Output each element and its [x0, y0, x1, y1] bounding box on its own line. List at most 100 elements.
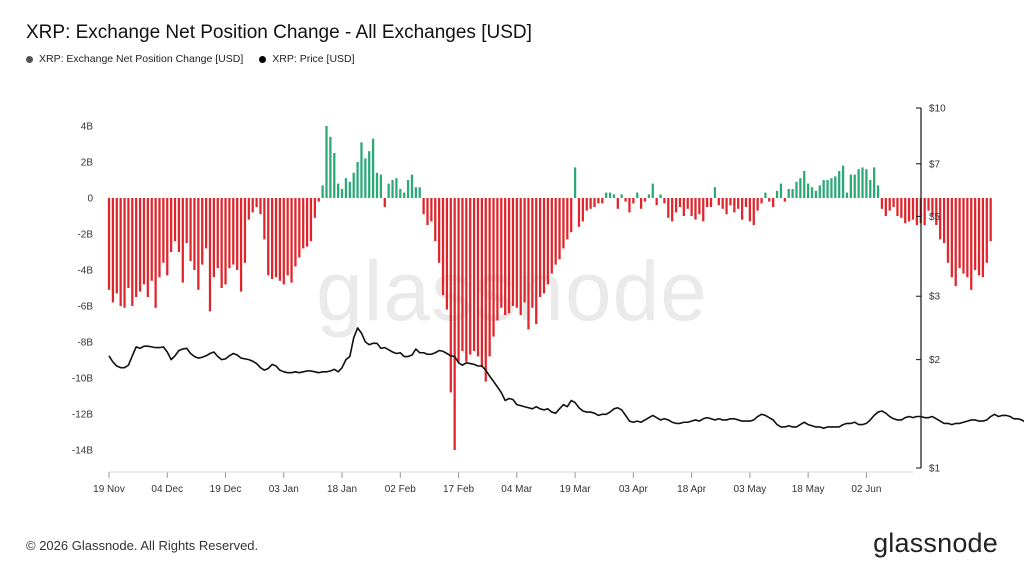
bar-171 — [772, 198, 775, 207]
legend-item-net-position[interactable]: XRP: Exchange Net Position Change [USD] — [26, 53, 243, 65]
bar-213 — [935, 198, 938, 225]
bar-33 — [236, 198, 239, 270]
bar-150 — [690, 198, 693, 216]
bar-138 — [643, 198, 647, 202]
right-tick-label: $3 — [929, 292, 941, 303]
glassnode-logo[interactable]: glassnode — [873, 528, 998, 558]
bar-155 — [709, 198, 713, 207]
bar-172 — [775, 190, 779, 198]
bar-144 — [667, 198, 670, 218]
bar-88 — [449, 198, 452, 393]
bar-135 — [632, 198, 635, 204]
bar-109 — [531, 198, 534, 308]
bar-167 — [756, 198, 759, 211]
legend-dot-price — [259, 55, 267, 63]
bar-16 — [170, 198, 173, 252]
bar-59 — [337, 183, 340, 198]
bar-220 — [962, 198, 965, 274]
bar-95 — [476, 198, 480, 357]
bar-198 — [876, 185, 880, 198]
bar-20 — [185, 198, 188, 243]
bar-203 — [896, 198, 899, 216]
bar-214 — [939, 198, 942, 240]
bar-86 — [441, 198, 445, 296]
bar-2 — [115, 198, 118, 294]
bar-42 — [271, 198, 274, 279]
legend-item-price[interactable]: XRP: Price [USD] — [259, 53, 355, 65]
left-tick-label: -8B — [77, 338, 93, 349]
bar-178 — [799, 178, 802, 198]
bar-227 — [989, 198, 992, 242]
bar-186 — [830, 178, 833, 198]
bar-69 — [375, 172, 379, 198]
bar-62 — [348, 181, 351, 198]
bar-205 — [904, 198, 907, 224]
bar-27 — [212, 198, 215, 278]
bar-141 — [655, 198, 658, 206]
bar-41 — [267, 198, 270, 276]
bar-79 — [414, 187, 417, 198]
bar-120 — [573, 167, 577, 198]
bar-208 — [915, 198, 919, 225]
bar-126 — [597, 198, 600, 204]
bar-216 — [946, 198, 950, 263]
bar-61 — [344, 178, 348, 198]
x-tick-label: 19 Mar — [560, 484, 592, 495]
bar-100 — [496, 198, 499, 321]
left-axis: 4B 2B 0 -2B -4B -6B -8B -10B -12B -14B — [72, 122, 94, 457]
bar-221 — [966, 198, 969, 278]
bar-217 — [950, 198, 953, 278]
bar-7 — [135, 198, 138, 297]
x-tick-label: 04 Dec — [151, 484, 183, 495]
bar-168 — [760, 198, 763, 204]
bar-215 — [942, 198, 946, 243]
bar-195 — [865, 169, 868, 198]
bar-108 — [527, 198, 530, 330]
bar-182 — [814, 190, 818, 198]
bar-116 — [558, 198, 561, 260]
bar-38 — [255, 198, 258, 207]
chart-title: XRP: Exchange Net Position Change - All … — [26, 22, 532, 43]
bar-50 — [302, 198, 305, 249]
bar-151 — [694, 198, 697, 220]
bar-89 — [453, 198, 456, 450]
bar-190 — [845, 192, 849, 198]
bar-47 — [290, 198, 293, 283]
x-tick-label: 02 Feb — [385, 484, 417, 495]
bar-22 — [193, 198, 196, 270]
bar-18 — [177, 198, 181, 252]
legend-label-net-position: XRP: Exchange Net Position Change [USD] — [39, 53, 244, 65]
bar-71 — [383, 198, 386, 207]
bar-160 — [729, 198, 732, 206]
legend-dot-net-position — [26, 55, 33, 63]
bar-162 — [737, 198, 740, 209]
bar-200 — [884, 198, 887, 216]
bar-66 — [364, 158, 367, 198]
x-tick-label: 04 Mar — [501, 484, 533, 495]
bar-102 — [504, 198, 507, 315]
bar-184 — [822, 180, 825, 198]
bar-10 — [146, 198, 149, 297]
bar-17 — [173, 198, 177, 242]
bar-106 — [519, 198, 522, 315]
bar-222 — [970, 198, 973, 290]
bar-139 — [647, 194, 651, 198]
right-tick-label: $1 — [929, 464, 941, 475]
bar-207 — [911, 198, 915, 220]
left-tick-label: -6B — [77, 302, 93, 313]
bar-14 — [162, 198, 165, 263]
right-tick-label: $7 — [929, 159, 941, 170]
bar-180 — [807, 183, 810, 198]
bar-67 — [368, 151, 371, 198]
bar-161 — [733, 198, 736, 213]
bar-44 — [278, 198, 282, 281]
bar-29 — [220, 198, 223, 288]
bar-118 — [566, 198, 569, 240]
bar-188 — [838, 171, 841, 198]
bar-113 — [546, 198, 550, 285]
legend-label-price: XRP: Price [USD] — [272, 53, 355, 65]
bar-104 — [511, 198, 515, 306]
watermark: glassnode — [316, 244, 707, 338]
left-tick-label: 2B — [81, 158, 94, 169]
